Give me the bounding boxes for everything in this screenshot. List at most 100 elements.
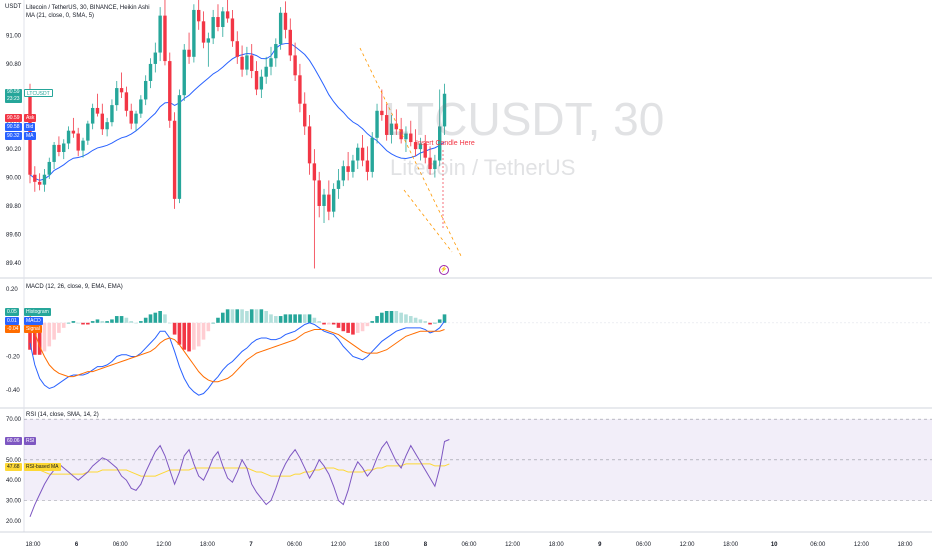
- candle-body: [201, 21, 206, 43]
- candle-body: [66, 130, 71, 144]
- histogram-bar: [86, 322, 90, 325]
- macd-tick-label: -0.40: [6, 388, 20, 394]
- main-series-legend[interactable]: Litecoin / TetherUS, 30, BINANCE, Heikin…: [26, 4, 150, 12]
- candle-body: [134, 113, 138, 124]
- last-price-tag: 90.59 23:23: [5, 89, 22, 103]
- rsi-tag: 60.06: [5, 437, 22, 445]
- candle-body: [211, 17, 215, 39]
- histogram-bar: [61, 322, 66, 328]
- histogram-bar: [124, 317, 129, 323]
- symbol-watermark: LTCUSDT, 30: [384, 93, 665, 145]
- symbol-name-watermark: Litecoin / TetherUS: [390, 155, 576, 180]
- candle-body: [389, 123, 394, 135]
- histogram-bar: [71, 321, 76, 323]
- histogram-bar: [322, 322, 326, 325]
- candle-body: [438, 126, 442, 161]
- macd-tag: 0.01: [5, 317, 19, 325]
- candle-body: [235, 41, 239, 57]
- candle-body: [124, 92, 129, 111]
- histogram-bar: [312, 317, 317, 323]
- histogram-bar: [100, 321, 105, 323]
- histogram-bar: [33, 322, 37, 355]
- histogram-bar: [182, 322, 187, 350]
- histogram-bar: [413, 317, 418, 323]
- histogram-bar: [230, 309, 235, 323]
- histogram-bar: [76, 322, 80, 324]
- histogram-bar: [206, 322, 211, 332]
- histogram-bar: [327, 322, 331, 325]
- rsi-band-fill: [24, 419, 932, 501]
- time-tick-label: 10: [771, 542, 778, 548]
- bid-label: Bid: [24, 123, 36, 131]
- candle-body: [423, 143, 427, 158]
- rsi-line: [29, 439, 450, 517]
- macd-legend[interactable]: MACD (12, 26, close, 9, EMA, EMA): [26, 283, 123, 291]
- histogram-bar: [346, 322, 350, 333]
- candle-body: [394, 123, 399, 130]
- price-tick-label: 89.60: [6, 232, 22, 238]
- candle-body: [221, 11, 225, 27]
- candle-body: [168, 61, 172, 121]
- candle-body: [47, 161, 51, 175]
- histogram-bar: [28, 322, 32, 350]
- histogram-bar: [114, 316, 119, 323]
- histogram-bar: [211, 322, 215, 324]
- candle-body: [100, 113, 104, 130]
- histogram-bar: [365, 322, 370, 327]
- insert-candle-annotation[interactable]: Insert Candle Here: [416, 140, 475, 147]
- candle-body: [110, 105, 114, 123]
- bar-countdown: 23:23: [7, 96, 20, 102]
- histogram-bar: [269, 314, 273, 323]
- price-tick-label: 89.40: [6, 261, 22, 267]
- candle-body: [71, 130, 76, 134]
- candle-body: [360, 147, 365, 161]
- rsi-ma-line: [29, 463, 450, 477]
- candle-body: [240, 56, 244, 70]
- candle-body: [62, 143, 66, 152]
- histogram-bar: [139, 321, 143, 323]
- price-tick-label: 90.00: [6, 176, 22, 182]
- time-tick-label: 9: [598, 542, 602, 548]
- ma-legend[interactable]: MA (21, close, 0, SMA, 5): [26, 12, 94, 20]
- histogram-bar: [201, 322, 206, 340]
- candle-body: [375, 110, 379, 138]
- signal-tag: -0.04: [5, 325, 21, 333]
- histogram-bar: [341, 322, 346, 332]
- price-tick-label: 91.00: [6, 34, 22, 40]
- histogram-bar: [264, 311, 268, 323]
- histogram-bar: [442, 314, 447, 323]
- lightning-icon[interactable]: ⚡: [439, 265, 449, 275]
- histogram-bar: [370, 321, 375, 323]
- macd-pane: [24, 309, 932, 396]
- time-tick-label: 06:00: [287, 542, 303, 548]
- time-tick-label: 18:00: [25, 542, 41, 548]
- histogram-bar: [129, 321, 134, 323]
- candle-body: [336, 180, 341, 189]
- histogram-bar: [433, 322, 437, 324]
- histogram-bar: [336, 322, 341, 328]
- bid-price-tag: 90.58: [5, 123, 22, 131]
- candle-body: [216, 17, 220, 27]
- candle-body: [288, 29, 292, 56]
- candle-body: [356, 147, 360, 161]
- time-tick-label: 8: [424, 542, 428, 548]
- price-tick-label: 90.20: [6, 147, 22, 153]
- time-tick-label: 18:00: [200, 542, 216, 548]
- currency-label: USDT: [5, 4, 22, 10]
- main-series-title: Litecoin / TetherUS, 30, BINANCE, Heikin…: [26, 5, 150, 11]
- histogram-bar: [380, 312, 384, 323]
- last-price-value: 90.59: [7, 89, 20, 95]
- candle-body: [105, 122, 109, 130]
- macd-tick-label: 0.20: [6, 287, 18, 293]
- time-tick-label: 12:00: [854, 542, 870, 548]
- rsi-title: RSI (14, close, SMA, 14, 2): [26, 412, 99, 418]
- histogram-bar: [153, 312, 158, 323]
- candle-body: [177, 95, 182, 199]
- rsi-legend[interactable]: RSI (14, close, SMA, 14, 2): [26, 411, 99, 419]
- histogram-bar: [235, 309, 240, 323]
- candle-body: [225, 11, 230, 19]
- histogram-bar: [52, 322, 56, 340]
- histogram-bar: [360, 322, 365, 332]
